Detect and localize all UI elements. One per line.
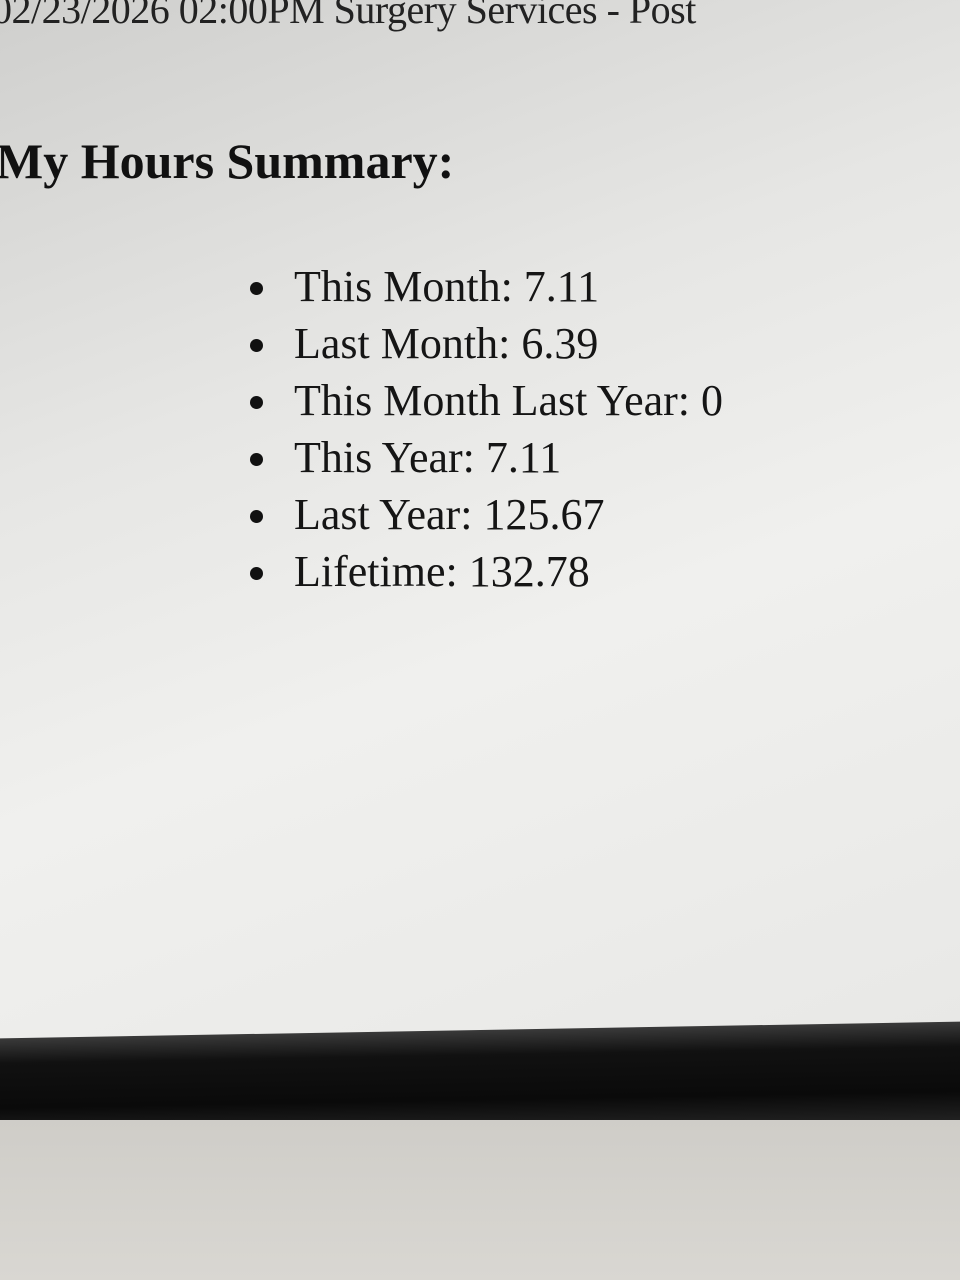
item-value: 125.67 (483, 490, 605, 539)
bullet-icon (250, 567, 263, 580)
item-value: 7.11 (523, 262, 600, 311)
item-label: This Month Last Year: (294, 376, 701, 425)
shift-header: 02/23/2026 02:00PM Surgery Services - Po… (0, 0, 696, 32)
hours-summary-list: This Month: 7.11 Last Month: 6.39 This M… (250, 258, 723, 600)
page-title: My Hours Summary: (0, 133, 455, 189)
item-value: 6.39 (521, 319, 599, 368)
list-item-this-month-last-year: This Month Last Year: 0 (250, 372, 723, 429)
list-item-last-month: Last Month: 6.39 (250, 315, 723, 372)
list-item-this-year: This Year: 7.11 (250, 429, 723, 486)
desk-surface (0, 1120, 960, 1280)
item-label: Last Month: (294, 319, 522, 368)
list-item-this-month: This Month: 7.11 (250, 258, 723, 315)
item-value: 132.78 (468, 547, 590, 596)
bullet-icon (250, 282, 263, 295)
item-label: Lifetime: (294, 547, 469, 596)
item-label: Last Year: (294, 490, 484, 539)
list-item-lifetime: Lifetime: 132.78 (250, 543, 723, 600)
bullet-icon (250, 453, 263, 466)
item-label: This Month: (294, 262, 524, 311)
monitor-screen: 02/23/2026 02:00PM Surgery Services - Po… (0, 0, 960, 1045)
bullet-icon (250, 396, 263, 409)
item-value: 7.11 (485, 433, 562, 482)
list-item-last-year: Last Year: 125.67 (250, 486, 723, 543)
item-label: This Year: (294, 433, 486, 482)
item-value: 0 (701, 376, 723, 425)
bullet-icon (250, 510, 263, 523)
bullet-icon (250, 339, 263, 352)
